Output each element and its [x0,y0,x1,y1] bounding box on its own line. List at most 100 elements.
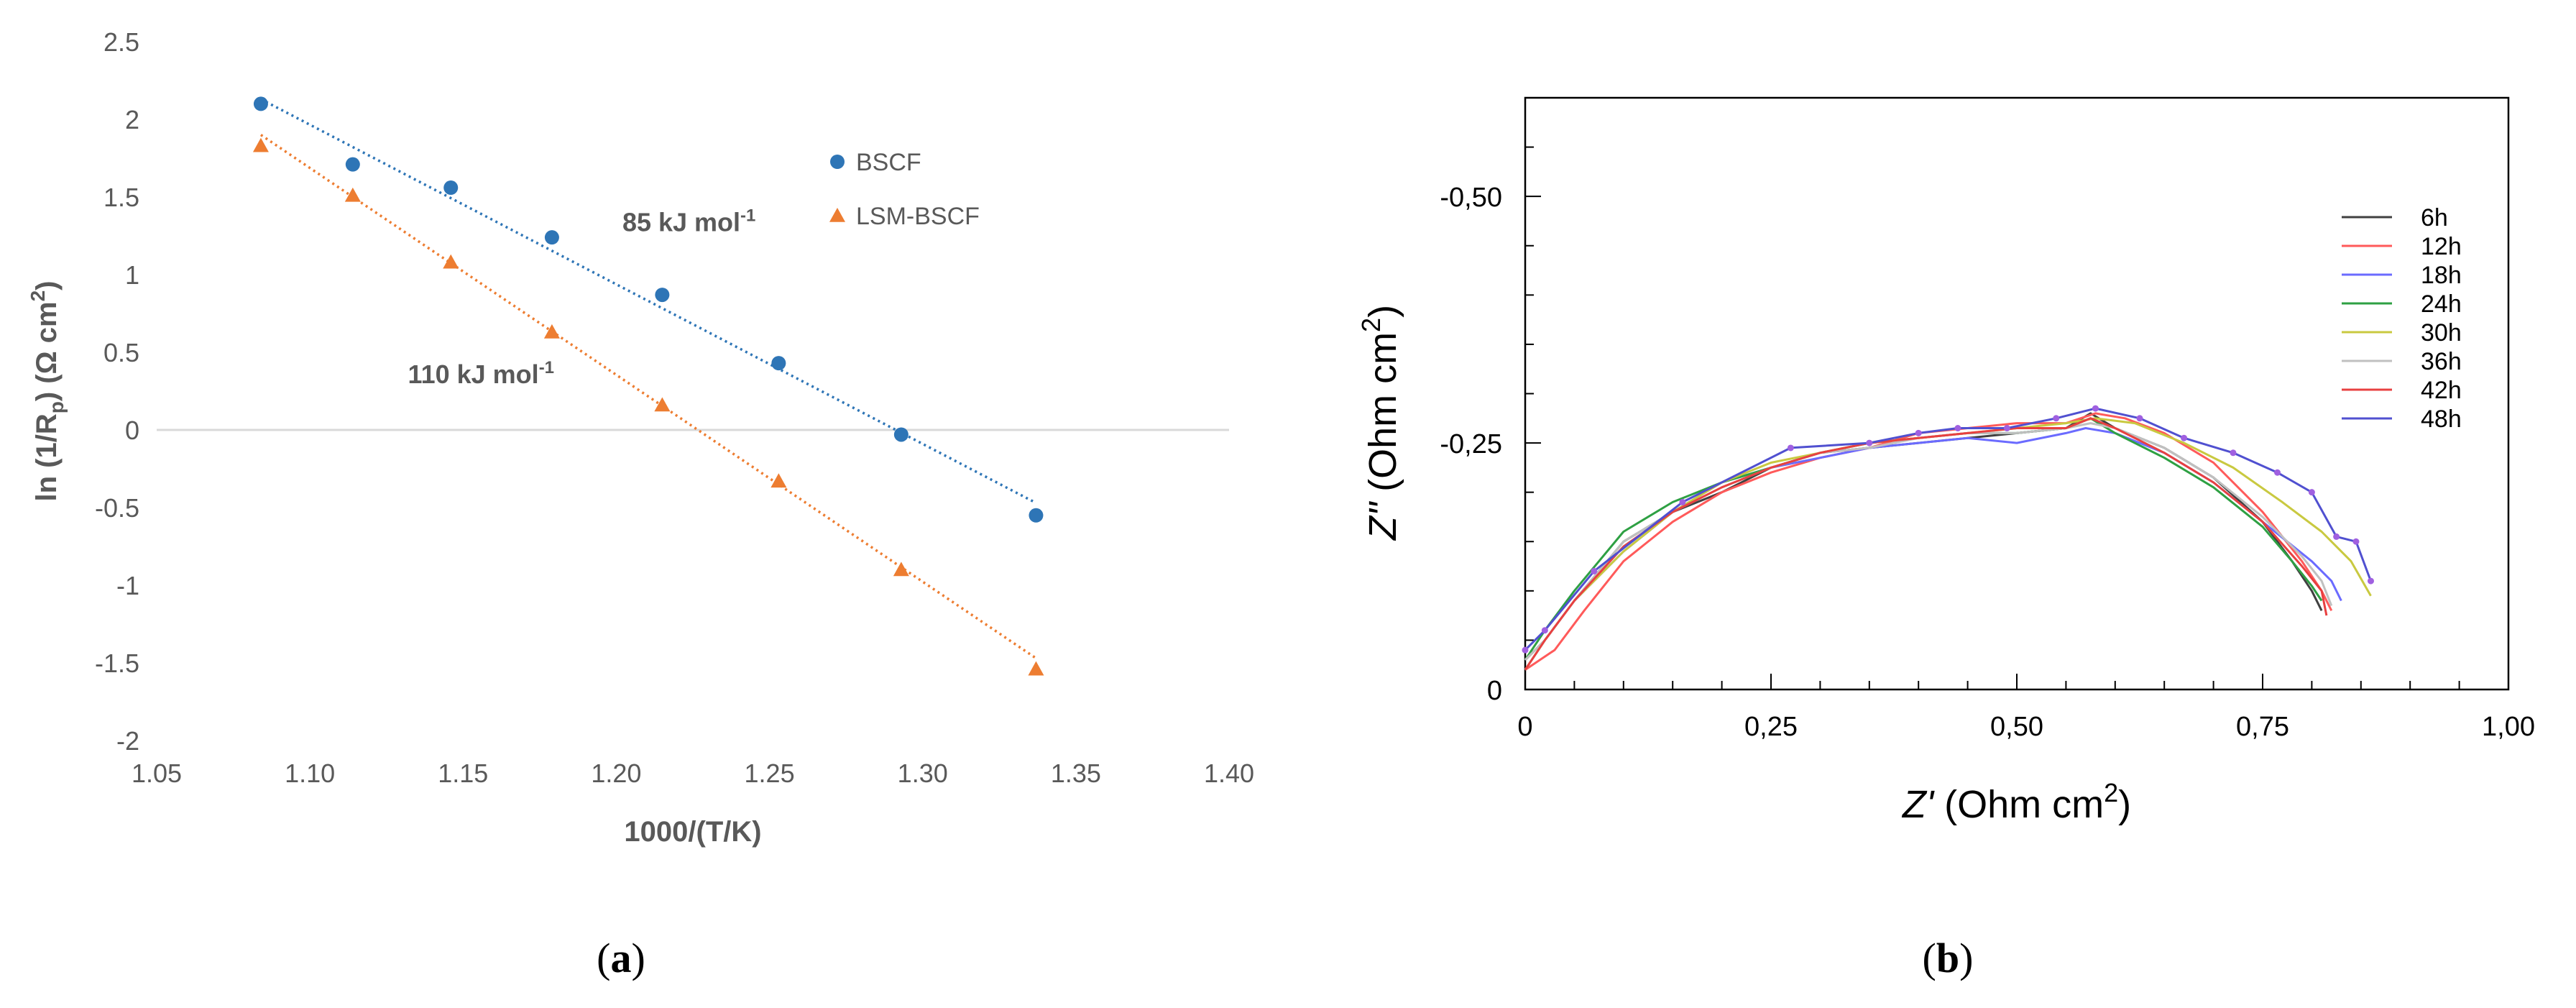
data-point-48h [1866,439,1873,446]
series-line-36h [1524,422,2333,661]
legend-label-18h: 18h [2421,262,2462,289]
y-tick-label: -0,50 [1440,183,1502,213]
data-point-lsm-bscf [443,254,459,269]
legend-label-bscf: BSCF [856,149,921,176]
legend-label-42h: 42h [2421,377,2462,404]
y-tick-label: 1 [125,260,139,290]
legend-label-6h: 6h [2421,204,2448,232]
y-tick-label: 0 [125,416,139,445]
data-point-bscf [544,230,559,245]
legend-marker-bscf [830,155,845,169]
x-tick-label: 1.15 [438,759,488,788]
x-tick-labels: 0 0,25 0,50 0,75 1,00 [1517,712,2535,742]
data-point-bscf [1029,508,1044,523]
x-axis-label: 1000/(T/K) [624,816,761,848]
y-tick-label: 1.5 [104,183,139,212]
annotation-lsm-bscf-energy: 110 kJ mol-1 [408,358,554,389]
x-axis-label: Z' (Ohm cm2) [1901,778,2131,826]
x-tick-label: 1.30 [898,759,948,788]
y-tick-label: -1.5 [95,649,139,678]
activation-energy-annotations: 85 kJ mol-1 110 kJ mol-1 [408,206,756,390]
data-point-48h [1954,425,1961,432]
data-point-lsm-bscf [654,397,671,412]
data-point-lsm-bscf [543,324,560,339]
y-tick-label: 2 [125,105,139,134]
plot-area-frame [1524,96,2510,691]
legend-label-lsm-bscf: LSM-BSCF [856,203,980,230]
legend-label-12h: 12h [2421,233,2462,260]
data-point-48h [2352,538,2360,545]
legend-label-36h: 36h [2421,348,2462,375]
series-line-12h [1524,412,2333,671]
panel-label-b: (b) [1923,935,1974,981]
x-tick-label: 1.20 [591,759,641,788]
data-point-48h [2181,434,2188,441]
series-line-18h [1524,427,2342,671]
y-tick-labels: 0 -0,25 -0,50 [1440,183,1502,706]
data-point-48h [2274,469,2281,476]
data-point-bscf [771,356,786,371]
data-point-bscf [893,427,908,442]
data-point-48h [2092,405,2099,412]
legend: BSCF LSM-BSCF [829,149,980,230]
x-tick-label: 0 [1517,712,1532,742]
y-tick-label: -1 [116,571,139,600]
data-point-bscf [655,288,670,303]
data-point-48h [1787,444,1794,452]
data-point-48h [2308,489,2315,496]
x-tick-label: 1.40 [1204,759,1254,788]
data-point-lsm-bscf [252,137,269,152]
data-point-lsm-bscf [893,562,909,577]
y-tick-label: -0,25 [1440,429,1502,459]
x-tick-label: 1.05 [132,759,182,788]
panel-b: 0 -0,25 -0,50 0 0,25 0,50 0,75 1,00 Z' (Ohm cm… [1356,96,2535,981]
x-tick-label: 1.25 [745,759,795,788]
annotation-bscf-energy: 85 kJ mol-1 [622,206,755,237]
fit-line-lsm-bscf [259,134,1037,659]
impedance-curves [1522,405,2374,671]
data-point-48h [2053,415,2060,422]
y-tick-label: 0.5 [104,338,139,367]
data-point-48h [1591,567,1598,574]
data-point-48h [2003,425,2010,432]
data-point-48h [1679,498,1686,505]
legend-label-48h: 48h [2421,406,2462,433]
fit-lines [259,98,1037,659]
data-point-bscf [345,157,360,172]
data-point-48h [2333,533,2340,540]
y-tick-label: -2 [116,726,139,756]
data-point-48h [1915,429,1922,436]
legend-label-30h: 30h [2421,319,2462,347]
series-line-24h [1524,417,2323,661]
y-tick-labels: -2 -1.5 -1 -0.5 0 0.5 1 1.5 2 2.5 [95,27,139,756]
x-tick-label: 1,00 [2482,712,2535,742]
x-tick-label: 1.35 [1051,759,1101,788]
data-point-lsm-bscf [1028,661,1044,676]
x-tick-labels: 1.05 1.10 1.15 1.20 1.25 1.30 1.35 1.40 [132,759,1254,788]
tick-marks [1525,146,2460,689]
fit-line-bscf [260,98,1037,505]
legend-label-24h: 24h [2421,290,2462,318]
data-point-48h [2230,449,2237,457]
y-tick-label: 0 [1487,676,1502,706]
x-tick-label: 0,25 [1744,712,1798,742]
x-tick-label: 1.10 [285,759,335,788]
y-axis-label: ln (1/Rp) (Ω cm2) [27,281,68,502]
series-line-6h [1524,412,2323,661]
data-point-bscf [443,180,459,196]
data-points [252,96,1044,676]
y-tick-label: -0.5 [95,493,139,523]
data-point-48h [2136,415,2143,422]
panel-a: -2 -1.5 -1 -0.5 0 0.5 1 1.5 2 2.5 1.05 1.10 1.15 1.2… [27,27,1254,981]
data-point-48h [1522,646,1529,654]
x-tick-label: 0,50 [1990,712,2043,742]
data-point-48h [2367,577,2374,585]
plot-area-frame [157,42,1229,741]
y-axis-label: Z" (Ohm cm2) [1356,305,1404,541]
data-point-lsm-bscf [344,187,361,202]
data-point-48h [1541,627,1548,634]
panel-label-a: (a) [597,935,645,981]
data-point-bscf [253,96,268,111]
